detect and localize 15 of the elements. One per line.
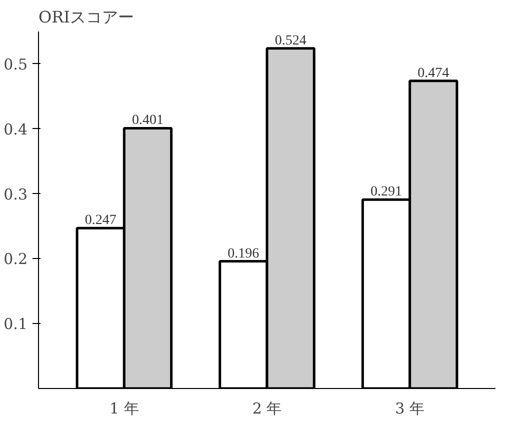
data-label: 0.196 <box>228 246 260 262</box>
x-tick-label: 3 年 <box>395 400 424 418</box>
y-axis-title: ORIスコアー <box>38 8 134 26</box>
y-tick-label: 0.1 <box>4 315 28 334</box>
x-tick-label: 1 年 <box>110 400 139 418</box>
data-label: 0.291 <box>370 184 402 200</box>
data-label: 0.524 <box>274 33 306 48</box>
data-label: 0.474 <box>418 66 450 81</box>
y-tick-label: 0.5 <box>4 55 28 74</box>
data-label: 0.247 <box>84 213 116 228</box>
y-tick-label: 0.2 <box>4 250 28 268</box>
y-tick-label: 0.3 <box>4 185 28 204</box>
y-tick-label: 0.4 <box>4 120 28 138</box>
x-tick-label: 2 年 <box>252 400 282 418</box>
data-label: 0.401 <box>132 113 164 128</box>
